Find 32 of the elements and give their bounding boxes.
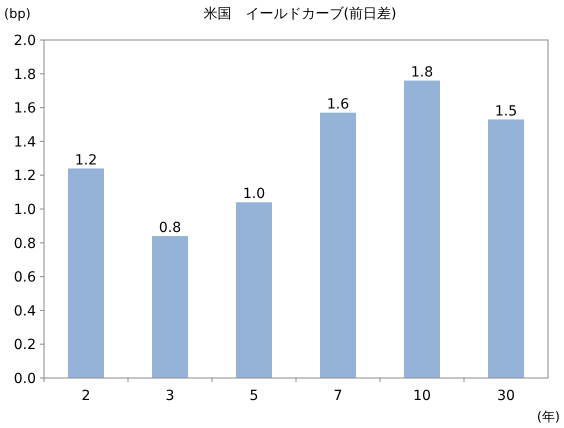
bar (488, 119, 524, 378)
bar (68, 168, 104, 378)
y-tick-label: 2.0 (14, 33, 36, 49)
data-label: 1.8 (410, 64, 434, 81)
x-tick-label: 3 (166, 388, 174, 404)
y-tick-label: 1.4 (14, 134, 36, 150)
y-tick-label: 1.6 (14, 100, 36, 117)
y-tick-label: 0.8 (14, 236, 36, 252)
data-label: 1.0 (242, 186, 266, 202)
y-axis-title: (bp) (4, 7, 31, 22)
x-tick-label: 2 (82, 388, 90, 404)
x-axis-title: (年) (536, 410, 560, 425)
data-label: 1.5 (494, 103, 518, 120)
chart-title: 米国 イールドカーブ(前日差) (204, 6, 396, 22)
y-tick-label: 1.8 (14, 66, 36, 83)
data-label: 1.6 (326, 96, 350, 113)
y-tick-label: 0.2 (14, 337, 36, 354)
x-tick-label: 30 (497, 388, 515, 404)
x-tick-label: 10 (413, 388, 431, 404)
bar (236, 202, 272, 378)
bar (320, 112, 356, 378)
y-tick-label: 0.0 (14, 371, 36, 387)
y-tick-label: 0.4 (14, 303, 36, 320)
x-tick-label: 7 (334, 388, 342, 404)
x-tick-label: 5 (250, 388, 258, 404)
y-tick-label: 1.0 (14, 202, 36, 218)
y-tick-label: 1.2 (14, 168, 36, 184)
data-label: 0.8 (158, 220, 182, 236)
bar (404, 80, 440, 378)
y-tick-label: 0.6 (14, 270, 36, 286)
data-label: 1.2 (74, 152, 98, 168)
bar (152, 236, 188, 378)
